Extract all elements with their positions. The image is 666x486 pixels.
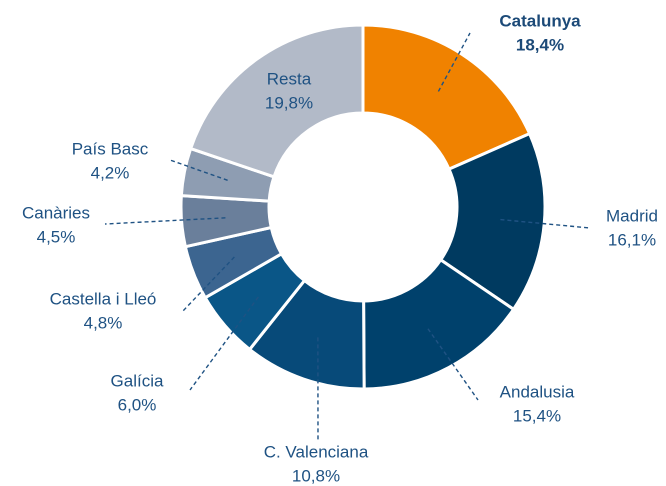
slice-value-label: 4,8%	[84, 313, 123, 332]
slice-value-label: 10,8%	[292, 466, 340, 485]
leader-line	[500, 218, 591, 229]
slice-value-label: 4,2%	[91, 163, 130, 182]
slice-label: País Basc	[72, 139, 149, 158]
slice-label: Galícia	[111, 371, 164, 390]
leader-line	[169, 159, 228, 181]
leader-line	[104, 217, 226, 225]
slice-value-label: 16,1%	[608, 230, 656, 249]
slice	[438, 131, 547, 312]
leader-line	[427, 328, 479, 401]
slice	[361, 23, 532, 172]
slice-label: Andalusia	[500, 382, 575, 401]
slice-value-label: 18,4%	[516, 35, 564, 54]
leader-line	[189, 296, 259, 391]
slice-value-label: 19,8%	[265, 93, 313, 112]
slice-label: Resta	[267, 69, 312, 88]
slice-label: C. Valenciana	[264, 442, 369, 461]
slice-label: Catalunya	[499, 11, 581, 30]
slice-value-label: 6,0%	[118, 395, 157, 414]
slice-value-label: 15,4%	[513, 406, 561, 425]
slice-label: Madrid	[606, 206, 658, 225]
leader-line	[181, 256, 235, 313]
slice-value-label: 4,5%	[37, 227, 76, 246]
slice-label: Canàries	[22, 203, 90, 222]
slice-label: Castella i Lleó	[50, 289, 157, 308]
slice	[188, 23, 365, 179]
